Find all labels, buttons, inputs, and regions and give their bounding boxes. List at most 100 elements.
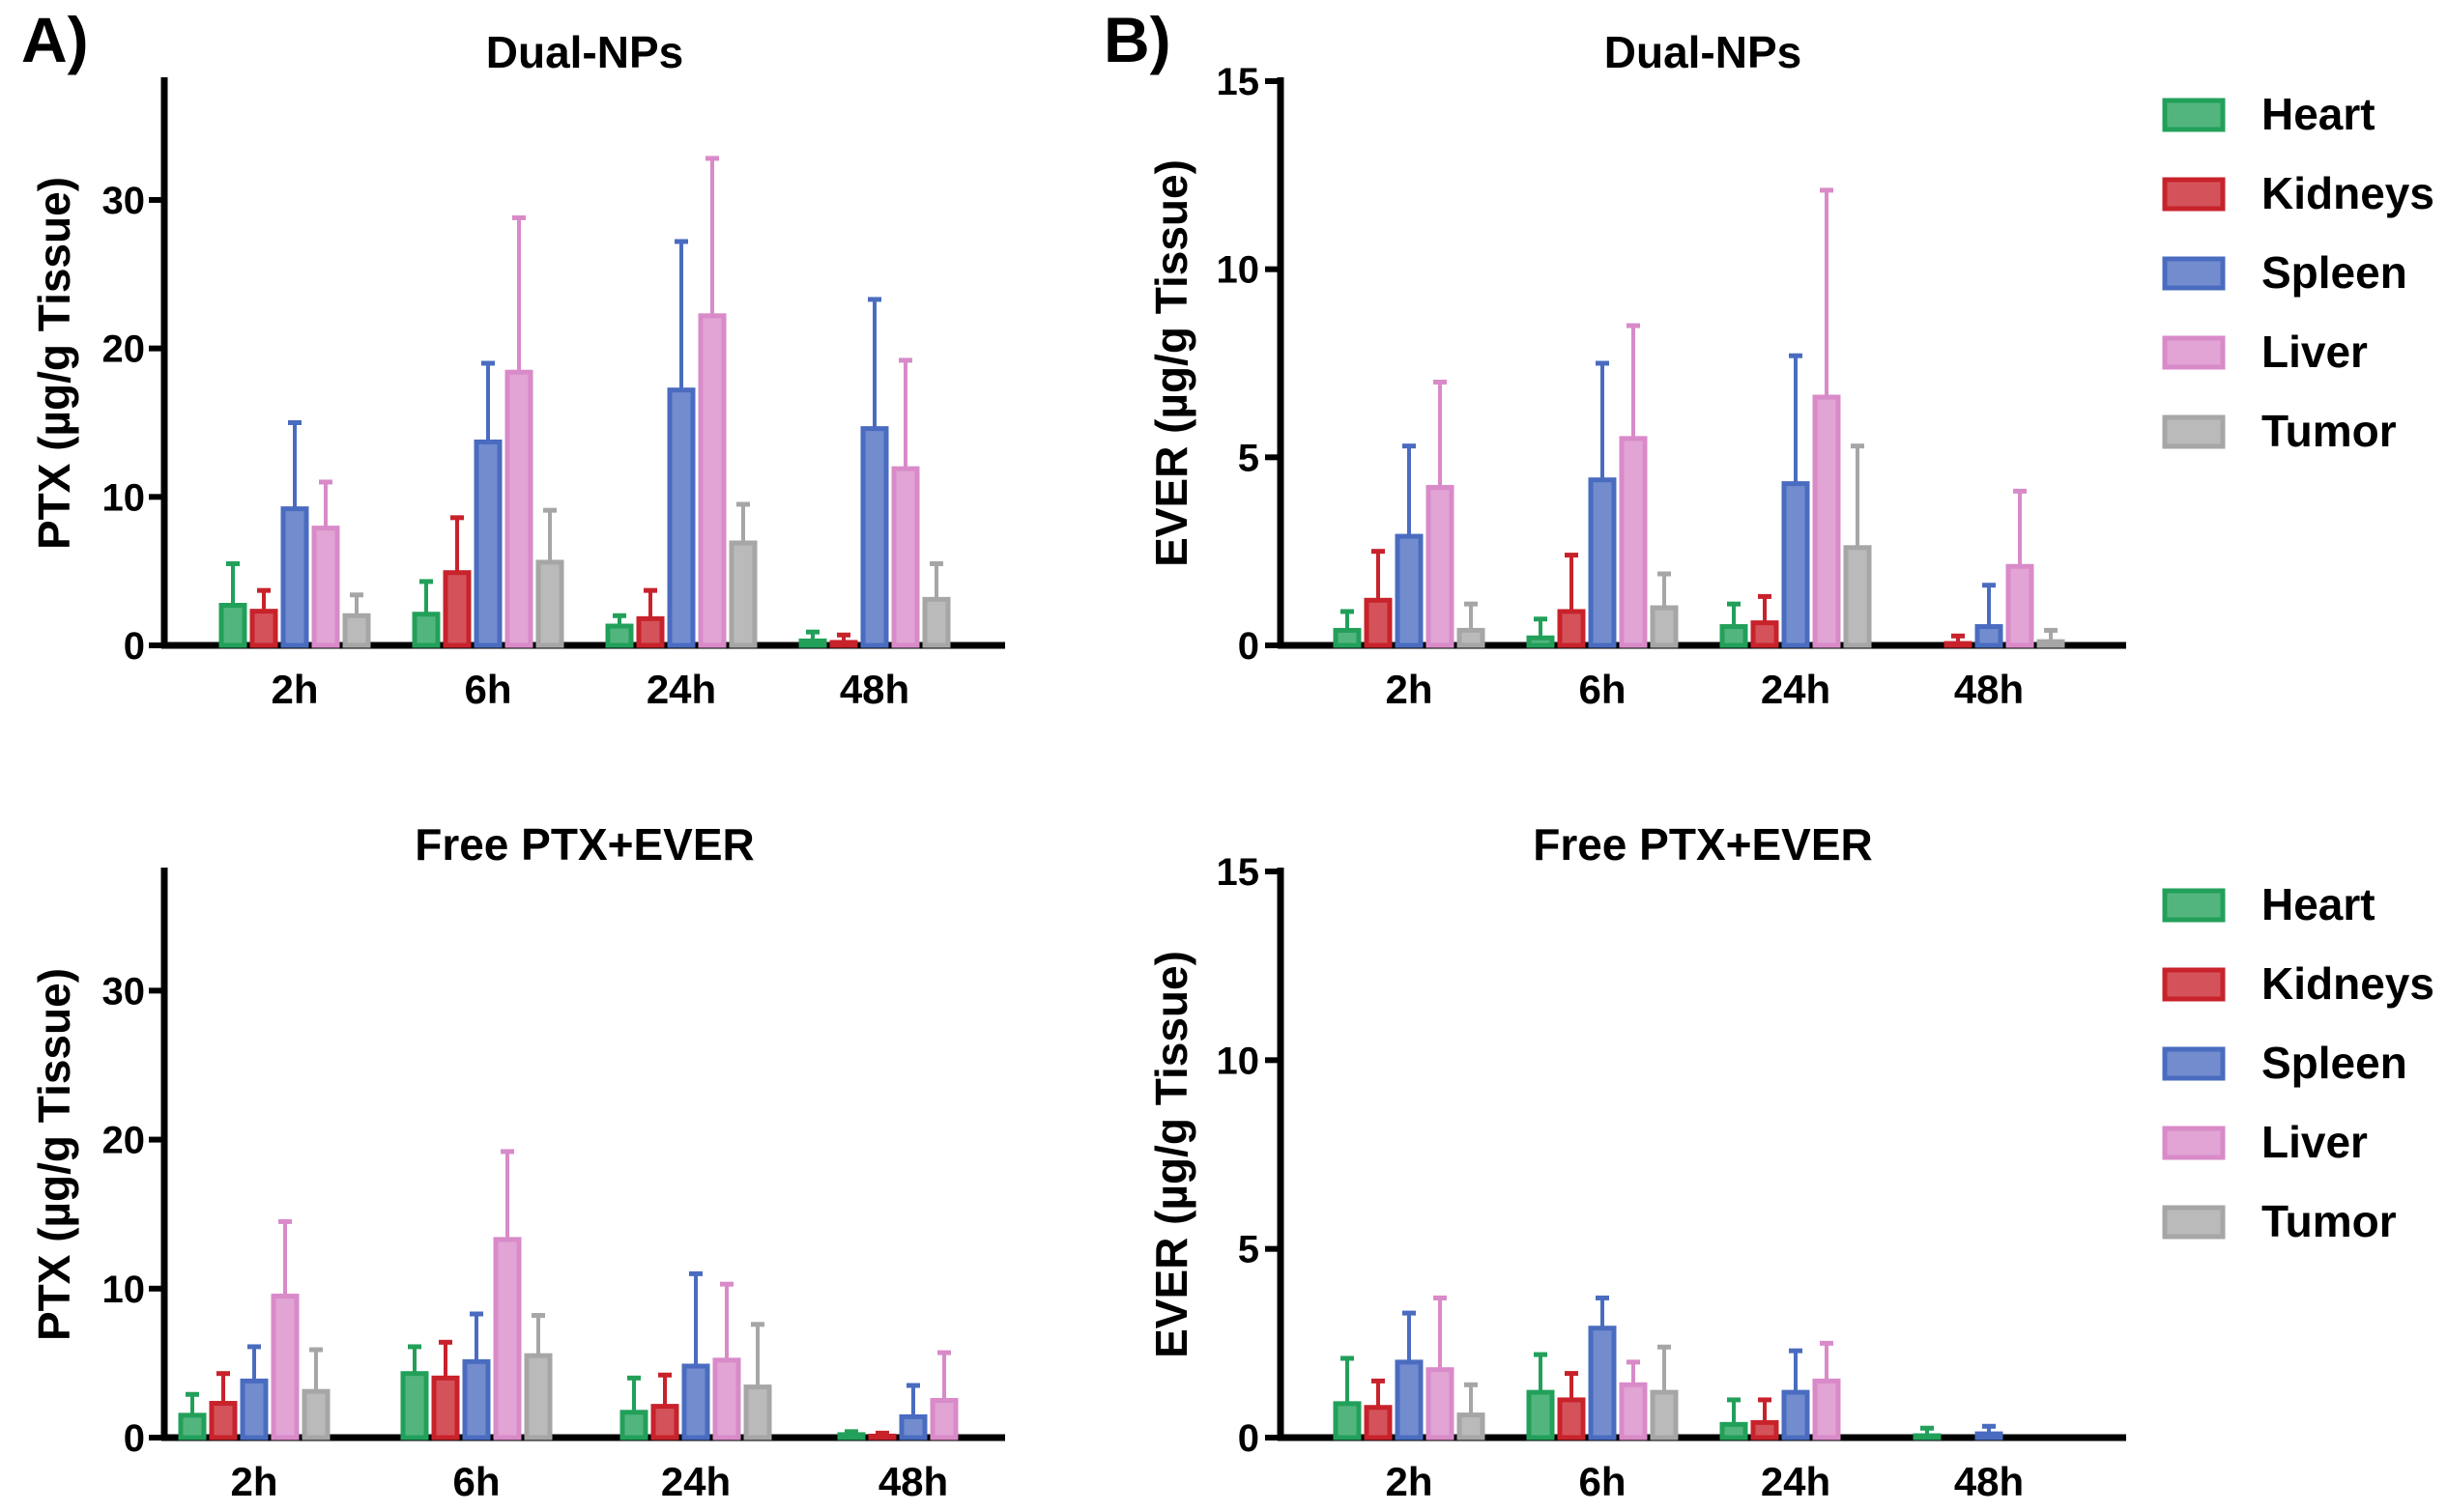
y-tick-label: 30 — [102, 970, 146, 1013]
bar-liver-2h — [311, 526, 340, 648]
bar-liver-2h — [271, 1294, 300, 1441]
bar-kidneys-6h — [1557, 609, 1586, 648]
bar-tumor-48h — [922, 596, 951, 648]
bar-tumor-2h — [1456, 1412, 1485, 1441]
bar-spleen-24h — [667, 387, 696, 648]
panel-letter-a: A) — [21, 4, 89, 75]
legend-swatch-heart — [2162, 888, 2226, 923]
y-axis-label: PTX (µg/g Tissue) — [29, 177, 79, 550]
legend-swatch-liver — [2162, 1126, 2226, 1160]
y-tick-label: 30 — [102, 180, 146, 222]
bar-liver-6h — [504, 369, 533, 648]
y-tick-label: 10 — [102, 1269, 146, 1311]
bar-kidneys-6h — [1557, 1397, 1586, 1441]
legend-label-heart: Heart — [2261, 89, 2375, 139]
bar-kidneys-6h — [443, 570, 472, 648]
bar-liver-48h — [891, 466, 920, 648]
y-tick-label: 20 — [102, 1120, 146, 1162]
x-category-label: 2h — [271, 667, 318, 712]
y-axis-label: EVER (µg/g Tissue) — [1146, 951, 1196, 1358]
bar-spleen-24h — [1781, 481, 1810, 648]
chart-title: Free PTX+EVER — [1533, 819, 1873, 870]
bar-heart-24h — [619, 1410, 648, 1441]
bar-spleen-2h — [1395, 533, 1424, 648]
y-tick-label: 10 — [102, 476, 146, 519]
bar-heart-2h — [178, 1412, 207, 1441]
bar-liver-24h — [1812, 394, 1841, 648]
bar-liver-6h — [1619, 1382, 1648, 1441]
bar-heart-24h — [1719, 624, 1748, 648]
x-category-label: 6h — [1578, 667, 1626, 712]
bar-spleen-6h — [1588, 1326, 1617, 1441]
y-axis-label: EVER (µg/g Tissue) — [1146, 159, 1196, 567]
chart-3: Free PTX+EVER PTX (µg/g Tissue) 0 10 20 30 2h 6… — [29, 819, 1005, 1504]
legend-label-kidneys: Kidneys — [2261, 958, 2434, 1009]
x-category-label: 48h — [1954, 1459, 2024, 1504]
bar-tumor-24h — [729, 540, 758, 648]
legend-swatch-spleen — [2162, 256, 2226, 291]
chart-4: Free PTX+EVER EVER (µg/g Tissue) 0 5 10 15 2h 6… — [1146, 819, 2434, 1504]
x-category-label: 2h — [1385, 1459, 1432, 1504]
bar-liver-6h — [1619, 436, 1648, 648]
chart-2: Dual-NPs EVER (µg/g Tissue) 0 5 10 15 2h 6h 24h 4… — [1146, 27, 2434, 712]
x-category-label: 24h — [1761, 667, 1830, 712]
y-tick-label: 5 — [1238, 1229, 1259, 1271]
x-category-label: 24h — [661, 1459, 731, 1504]
legend-swatch-heart — [2162, 98, 2226, 132]
bar-kidneys-2h — [249, 609, 278, 648]
x-category-label: 48h — [840, 667, 909, 712]
x-category-label: 24h — [647, 667, 716, 712]
y-axis-label: PTX (µg/g Tissue) — [29, 968, 79, 1341]
bar-spleen-2h — [1395, 1359, 1424, 1441]
y-tick-label: 15 — [1217, 851, 1260, 894]
bar-tumor-24h — [743, 1384, 772, 1441]
bar-kidneys-24h — [636, 615, 665, 648]
bar-heart-48h — [1913, 1433, 1942, 1441]
legend-swatch-liver — [2162, 335, 2226, 370]
bar-heart-2h — [1333, 627, 1362, 648]
x-category-label: 48h — [1954, 667, 2024, 712]
bar-heart-6h — [400, 1371, 429, 1441]
bar-spleen-6h — [462, 1358, 491, 1441]
y-tick-label: 0 — [124, 1417, 145, 1460]
bar-spleen-24h — [1781, 1389, 1810, 1441]
bar-spleen-2h — [280, 506, 309, 648]
legend-label-liver: Liver — [2261, 1117, 2368, 1167]
bar-liver-2h — [1425, 1367, 1454, 1441]
bar-tumor-6h — [524, 1353, 553, 1441]
legend-swatch-kidneys — [2162, 967, 2226, 1002]
x-category-label: 6h — [464, 667, 511, 712]
bar-tumor-48h — [2036, 639, 2065, 648]
bar-heart-6h — [1526, 635, 1555, 648]
bar-kidneys-6h — [431, 1375, 460, 1441]
bar-kidneys-2h — [209, 1401, 238, 1441]
bar-kidneys-24h — [1750, 620, 1779, 648]
bar-spleen-48h — [860, 426, 889, 648]
bar-heart-24h — [1719, 1421, 1748, 1441]
bar-spleen-48h — [1974, 624, 2003, 648]
y-tick-label: 10 — [1217, 249, 1260, 292]
bar-tumor-2h — [1456, 627, 1485, 648]
legend-swatch-tumor — [2162, 414, 2226, 449]
x-category-label: 6h — [452, 1459, 500, 1504]
chart-1: Dual-NPs PTX (µg/g Tissue) 0 10 20 30 2h 6h 24h 4… — [29, 27, 1005, 712]
legend: Heart Kidneys Spleen Liver Tumor — [2162, 879, 2434, 1246]
y-tick-label: 5 — [1238, 437, 1259, 479]
bar-tumor-6h — [535, 559, 564, 648]
bar-kidneys-2h — [1364, 597, 1393, 648]
bar-liver-48h — [930, 1397, 959, 1441]
x-category-label: 2h — [230, 1459, 277, 1504]
bar-tumor-24h — [1843, 545, 1872, 648]
legend-label-spleen: Spleen — [2261, 1038, 2407, 1088]
charts: Dual-NPs PTX (µg/g Tissue) 0 10 20 30 2h 6h 24h 4… — [29, 27, 2434, 1504]
bar-kidneys-24h — [650, 1404, 679, 1441]
bar-tumor-2h — [302, 1388, 331, 1441]
bar-liver-2h — [1425, 484, 1454, 648]
legend-label-heart: Heart — [2261, 879, 2375, 929]
bar-liver-24h — [698, 313, 727, 648]
legend-label-kidneys: Kidneys — [2261, 168, 2434, 218]
panel-letter-b: B) — [1104, 4, 1171, 75]
legend-label-tumor: Tumor — [2261, 406, 2397, 456]
bar-spleen-6h — [1588, 477, 1617, 648]
